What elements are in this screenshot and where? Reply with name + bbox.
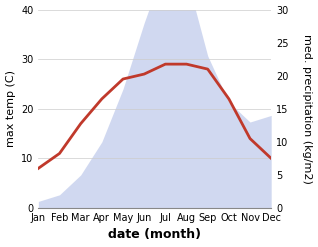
Y-axis label: max temp (C): max temp (C) (5, 70, 16, 147)
X-axis label: date (month): date (month) (108, 228, 201, 242)
Y-axis label: med. precipitation (kg/m2): med. precipitation (kg/m2) (302, 34, 313, 184)
